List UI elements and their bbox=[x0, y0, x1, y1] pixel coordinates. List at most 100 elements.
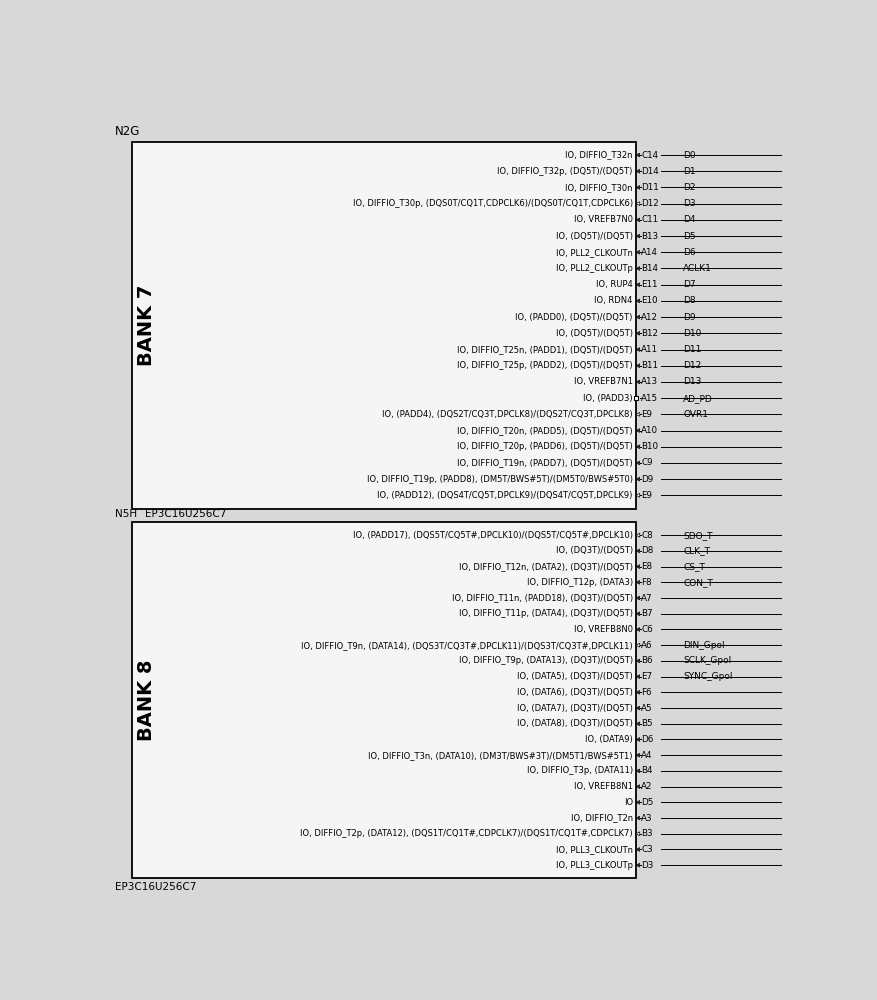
Text: B5: B5 bbox=[640, 719, 652, 728]
Text: IO, (DQ5T)/(DQ5T): IO, (DQ5T)/(DQ5T) bbox=[555, 232, 632, 241]
Text: C3: C3 bbox=[640, 845, 652, 854]
Polygon shape bbox=[635, 429, 639, 432]
Polygon shape bbox=[635, 722, 639, 726]
Text: D9: D9 bbox=[682, 313, 695, 322]
Text: D10: D10 bbox=[682, 329, 701, 338]
Text: C6: C6 bbox=[640, 625, 652, 634]
Text: IO, DIFFIO_T9n, (DATA14), (DQS3T/CQ3T#,DPCLK11)/(DQS3T/CQ3T#,DPCLK11): IO, DIFFIO_T9n, (DATA14), (DQS3T/CQ3T#,D… bbox=[301, 641, 632, 650]
Text: D11: D11 bbox=[682, 345, 701, 354]
Polygon shape bbox=[635, 643, 639, 647]
Polygon shape bbox=[635, 580, 639, 584]
Text: IO, (PADD17), (DQS5T/CQ5T#,DPCLK10)/(DQS5T/CQ5T#,DPCLK10): IO, (PADD17), (DQS5T/CQ5T#,DPCLK10)/(DQS… bbox=[353, 531, 632, 540]
Text: IO, RUP4: IO, RUP4 bbox=[595, 280, 632, 289]
Text: D8: D8 bbox=[682, 296, 695, 305]
Polygon shape bbox=[635, 785, 639, 789]
Text: E10: E10 bbox=[640, 296, 657, 305]
Text: IO, DIFFIO_T30p, (DQS0T/CQ1T,CDPCLK6)/(DQS0T/CQ1T,CDPCLK6): IO, DIFFIO_T30p, (DQS0T/CQ1T,CDPCLK6)/(D… bbox=[353, 199, 632, 208]
Polygon shape bbox=[635, 675, 639, 679]
Text: IO, PLL2_CLKOUTn: IO, PLL2_CLKOUTn bbox=[555, 248, 632, 257]
Text: B10: B10 bbox=[640, 442, 658, 451]
Text: IO, DIFFIO_T20p, (PADD6), (DQ5T)/(DQ5T): IO, DIFFIO_T20p, (PADD6), (DQ5T)/(DQ5T) bbox=[457, 442, 632, 451]
Text: IO, DIFFIO_T11p, (DATA4), (DQ3T)/(DQ5T): IO, DIFFIO_T11p, (DATA4), (DQ3T)/(DQ5T) bbox=[459, 609, 632, 618]
Polygon shape bbox=[635, 412, 639, 416]
Text: E9: E9 bbox=[640, 410, 652, 419]
Text: A6: A6 bbox=[640, 641, 652, 650]
Polygon shape bbox=[635, 234, 639, 238]
Text: A12: A12 bbox=[640, 313, 658, 322]
Text: E9: E9 bbox=[640, 491, 652, 500]
Polygon shape bbox=[635, 690, 639, 694]
Text: A3: A3 bbox=[640, 814, 652, 823]
Polygon shape bbox=[635, 659, 639, 663]
Text: A13: A13 bbox=[640, 377, 658, 386]
Text: D3: D3 bbox=[682, 199, 695, 208]
Text: D8: D8 bbox=[640, 546, 653, 555]
Text: D7: D7 bbox=[682, 280, 695, 289]
Text: IO, VREFB7N0: IO, VREFB7N0 bbox=[574, 215, 632, 224]
Text: IO, DIFFIO_T12n, (DATA2), (DQ3T)/(DQ5T): IO, DIFFIO_T12n, (DATA2), (DQ3T)/(DQ5T) bbox=[459, 562, 632, 571]
Text: IO, DIFFIO_T9p, (DATA13), (DQ3T)/(DQ5T): IO, DIFFIO_T9p, (DATA13), (DQ3T)/(DQ5T) bbox=[458, 656, 632, 665]
Polygon shape bbox=[635, 848, 639, 851]
Text: B6: B6 bbox=[640, 656, 652, 665]
Text: IO, DIFFIO_T2p, (DATA12), (DQS1T/CQ1T#,CDPCLK7)/(DQS1T/CQ1T#,CDPCLK7): IO, DIFFIO_T2p, (DATA12), (DQS1T/CQ1T#,C… bbox=[300, 829, 632, 838]
Text: OVR1: OVR1 bbox=[682, 410, 708, 419]
Text: IO, DIFFIO_T12p, (DATA3): IO, DIFFIO_T12p, (DATA3) bbox=[526, 578, 632, 587]
Text: IO, DIFFIO_T11n, (PADD18), (DQ3T)/(DQ5T): IO, DIFFIO_T11n, (PADD18), (DQ3T)/(DQ5T) bbox=[451, 594, 632, 603]
Text: B11: B11 bbox=[640, 361, 658, 370]
Polygon shape bbox=[635, 628, 639, 631]
Polygon shape bbox=[635, 153, 639, 157]
Text: IO, VREFB7N1: IO, VREFB7N1 bbox=[574, 377, 632, 386]
Text: N5H: N5H bbox=[115, 509, 138, 519]
Polygon shape bbox=[635, 331, 639, 335]
Text: D2: D2 bbox=[682, 183, 695, 192]
Text: F6: F6 bbox=[640, 688, 651, 697]
Polygon shape bbox=[635, 533, 639, 537]
Text: IO, (DQ5T)/(DQ5T): IO, (DQ5T)/(DQ5T) bbox=[555, 329, 632, 338]
Text: A11: A11 bbox=[640, 345, 658, 354]
Text: SDO_T: SDO_T bbox=[682, 531, 712, 540]
Text: IO, DIFFIO_T20n, (PADD5), (DQ5T)/(DQ5T): IO, DIFFIO_T20n, (PADD5), (DQ5T)/(DQ5T) bbox=[457, 426, 632, 435]
Polygon shape bbox=[635, 250, 639, 254]
Text: IO, DIFFIO_T2n: IO, DIFFIO_T2n bbox=[570, 814, 632, 823]
Text: IO, DIFFIO_T3n, (DATA10), (DM3T/BWS#3T)/(DM5T1/BWS#5T1): IO, DIFFIO_T3n, (DATA10), (DM3T/BWS#3T)/… bbox=[367, 751, 632, 760]
Text: F8: F8 bbox=[640, 578, 652, 587]
Text: BANK 7: BANK 7 bbox=[137, 285, 155, 366]
Text: B4: B4 bbox=[640, 766, 652, 775]
Polygon shape bbox=[635, 769, 639, 773]
Text: IO, DIFFIO_T25p, (PADD2), (DQ5T)/(DQ5T): IO, DIFFIO_T25p, (PADD2), (DQ5T)/(DQ5T) bbox=[457, 361, 632, 370]
Polygon shape bbox=[635, 267, 639, 270]
Polygon shape bbox=[635, 800, 639, 804]
Text: A7: A7 bbox=[640, 594, 652, 603]
Text: ACLK1: ACLK1 bbox=[682, 264, 711, 273]
Text: IO, DIFFIO_T19p, (PADD8), (DM5T/BWS#5T)/(DM5T0/BWS#5T0): IO, DIFFIO_T19p, (PADD8), (DM5T/BWS#5T)/… bbox=[367, 475, 632, 484]
Text: D11: D11 bbox=[640, 183, 659, 192]
Polygon shape bbox=[635, 283, 639, 287]
Text: EP3C16U256C7: EP3C16U256C7 bbox=[115, 882, 196, 892]
Text: IO, (DQ3T)/(DQ5T): IO, (DQ3T)/(DQ5T) bbox=[555, 546, 632, 555]
Polygon shape bbox=[635, 461, 639, 465]
Text: CLK_T: CLK_T bbox=[682, 546, 709, 555]
Polygon shape bbox=[635, 380, 639, 384]
Polygon shape bbox=[635, 738, 639, 741]
Text: D5: D5 bbox=[640, 798, 653, 807]
Text: IO: IO bbox=[623, 798, 632, 807]
Polygon shape bbox=[635, 445, 639, 449]
Bar bbox=[132, 142, 635, 509]
Text: C11: C11 bbox=[640, 215, 658, 224]
Text: IO, (DATA9): IO, (DATA9) bbox=[584, 735, 632, 744]
Text: BANK 8: BANK 8 bbox=[137, 659, 155, 741]
Text: D12: D12 bbox=[682, 361, 701, 370]
Polygon shape bbox=[635, 832, 639, 836]
Polygon shape bbox=[635, 477, 639, 481]
Text: C14: C14 bbox=[640, 151, 658, 160]
Text: A5: A5 bbox=[640, 704, 652, 713]
Text: IO, (DATA8), (DQ3T)/(DQ5T): IO, (DATA8), (DQ3T)/(DQ5T) bbox=[517, 719, 632, 728]
Text: IO, VREFB8N0: IO, VREFB8N0 bbox=[574, 625, 632, 634]
Bar bbox=[132, 522, 635, 878]
Polygon shape bbox=[635, 348, 639, 351]
Text: D12: D12 bbox=[640, 199, 659, 208]
Text: D0: D0 bbox=[682, 151, 695, 160]
Polygon shape bbox=[635, 493, 639, 497]
Polygon shape bbox=[635, 863, 639, 867]
Text: D5: D5 bbox=[682, 232, 695, 241]
